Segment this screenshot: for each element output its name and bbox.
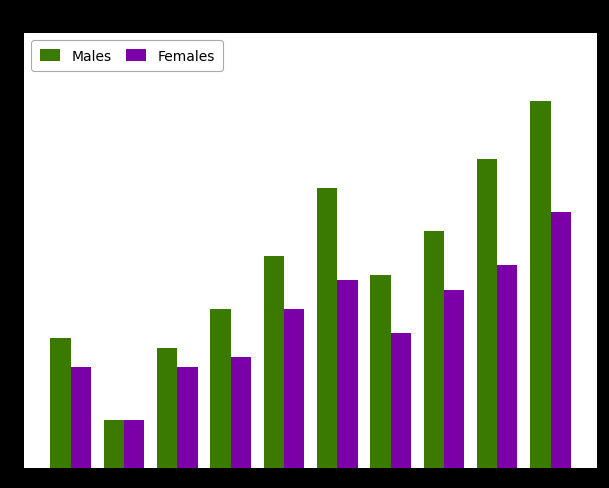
Bar	[497, 266, 518, 468]
Bar	[551, 213, 571, 468]
Bar	[264, 256, 284, 468]
Bar	[124, 420, 144, 468]
Bar	[424, 232, 444, 468]
Bar	[370, 275, 390, 468]
Bar	[104, 420, 124, 468]
Bar	[530, 102, 551, 468]
Bar	[477, 160, 497, 468]
Bar	[51, 338, 71, 468]
Bar	[210, 309, 231, 468]
Bar	[317, 188, 337, 468]
Bar	[71, 367, 91, 468]
Bar	[390, 333, 411, 468]
Bar	[337, 280, 357, 468]
Bar	[231, 358, 251, 468]
Bar	[157, 348, 177, 468]
Bar	[444, 290, 464, 468]
Bar	[177, 367, 197, 468]
Bar	[284, 309, 304, 468]
Legend: Males, Females: Males, Females	[31, 41, 224, 72]
